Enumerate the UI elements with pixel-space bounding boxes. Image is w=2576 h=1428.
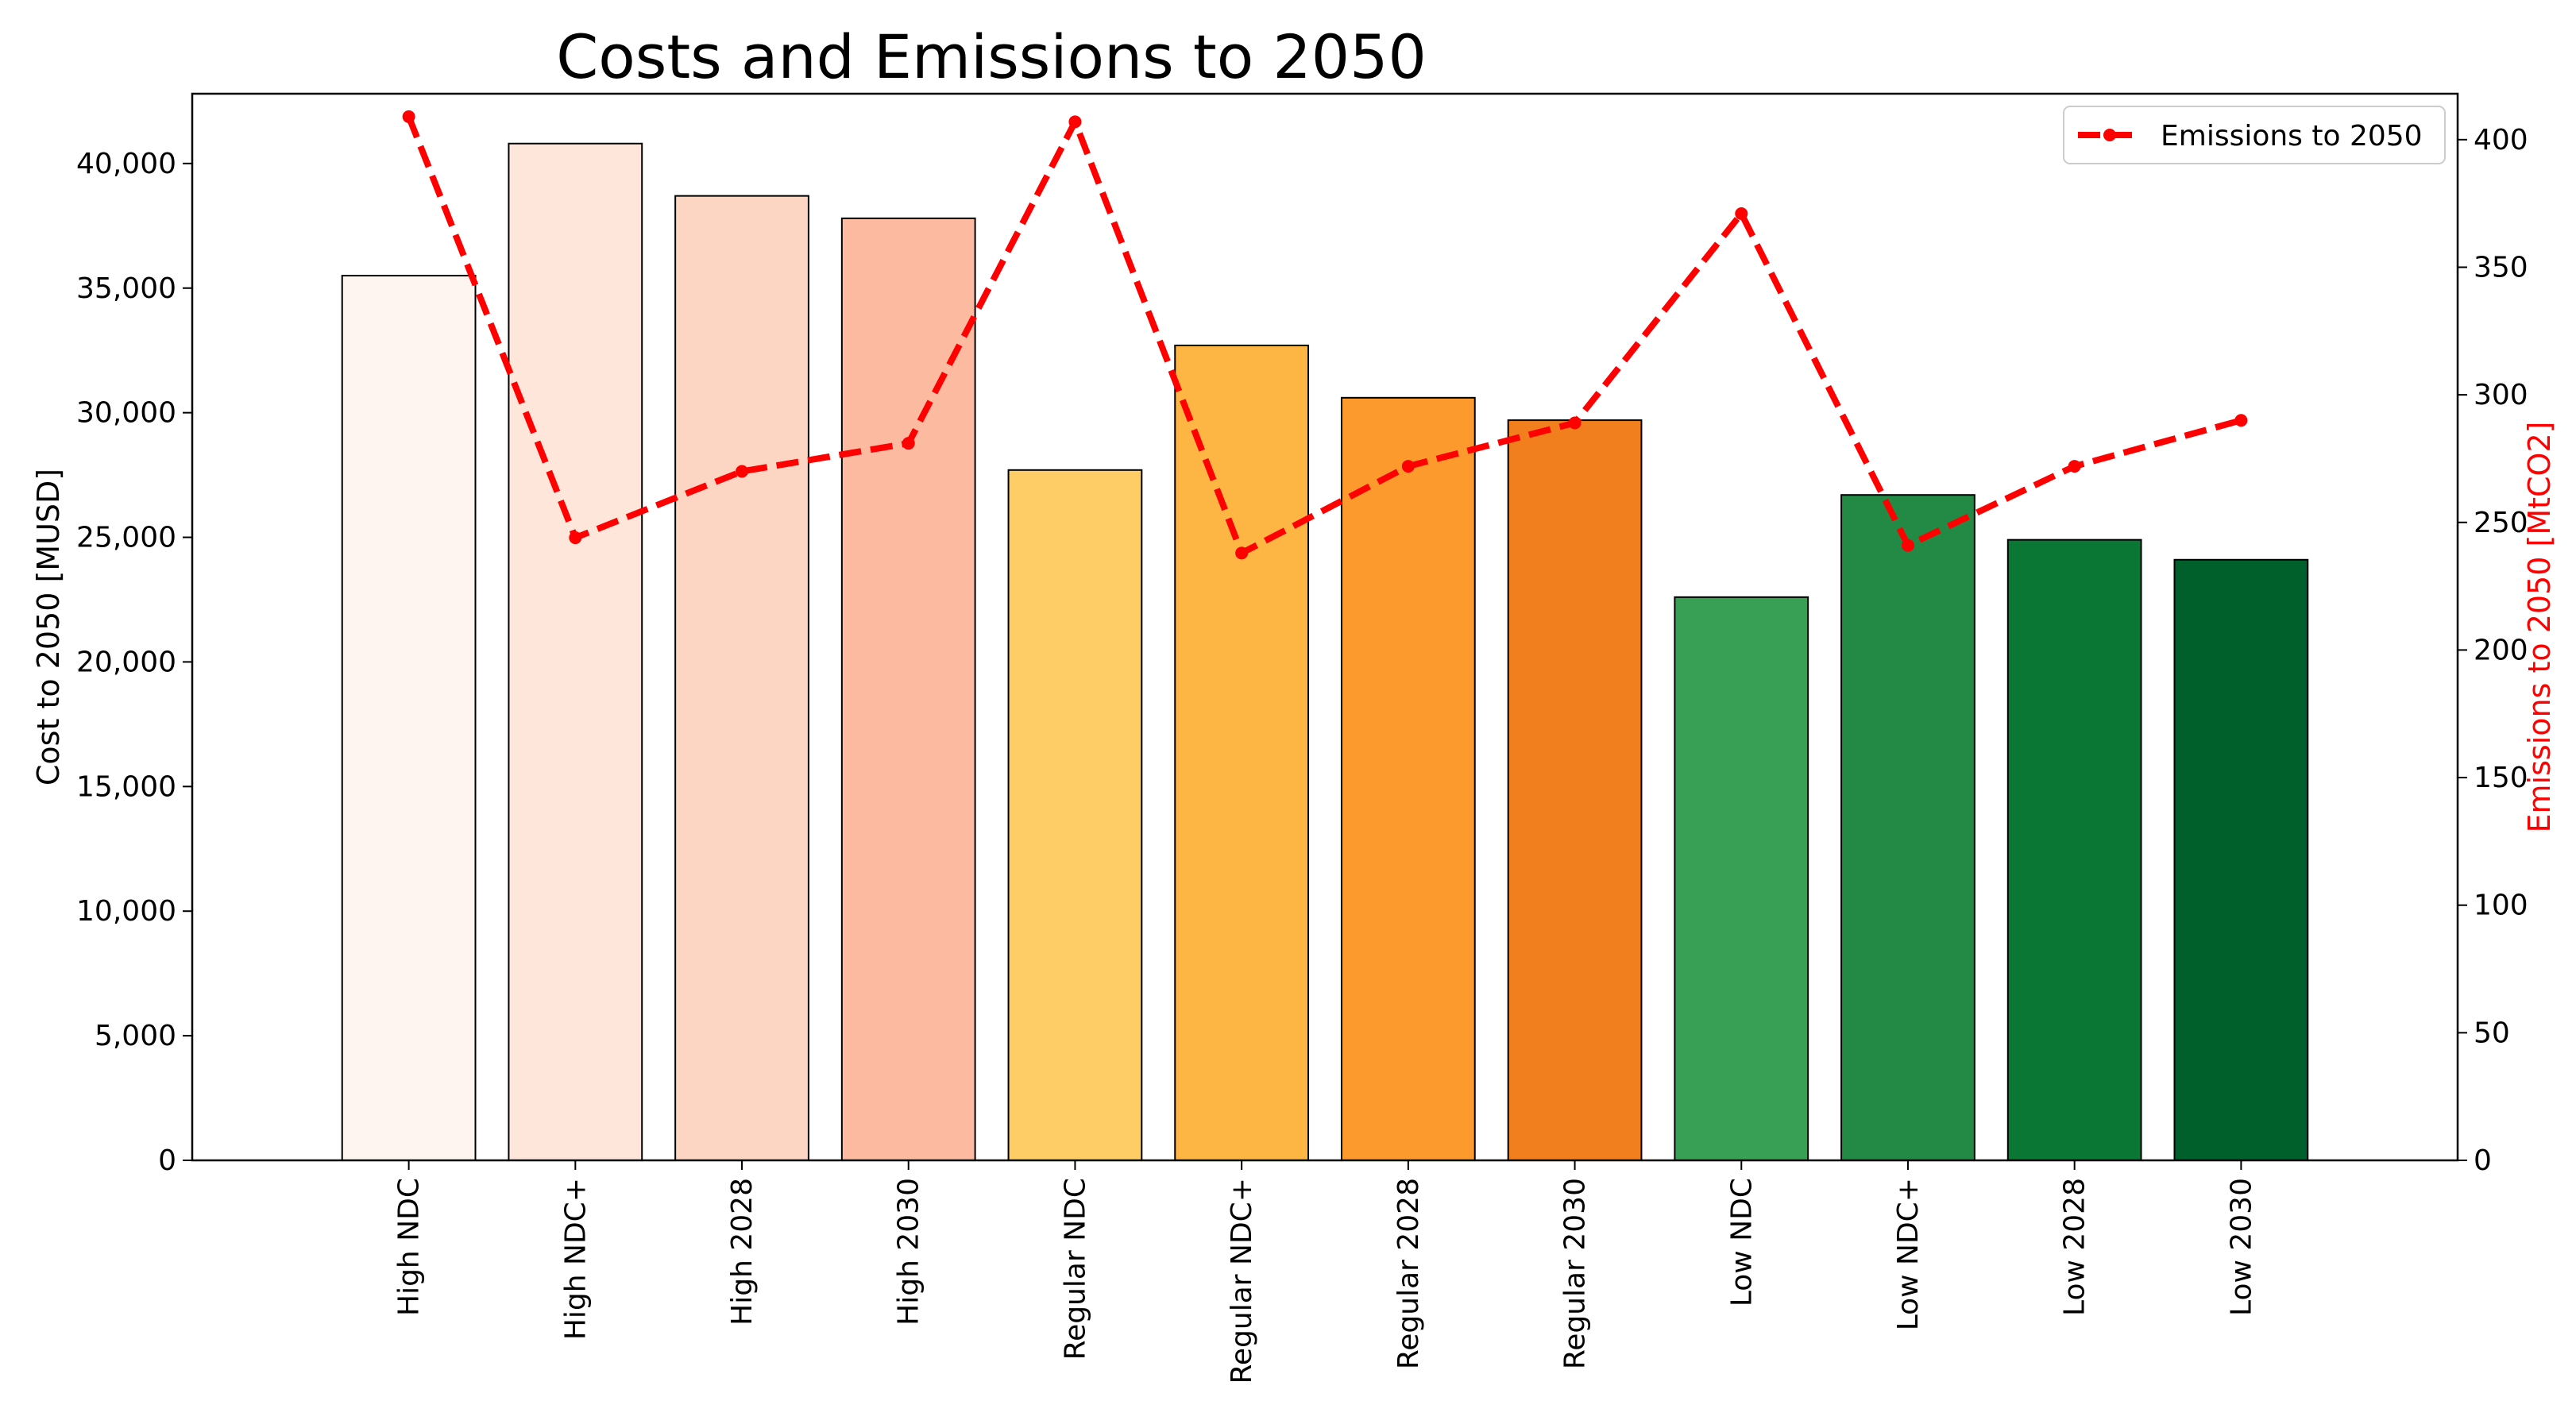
x-tick-label: Regular 2030: [1559, 1178, 1592, 1369]
bar-regular-ndc: [1007, 469, 1143, 1161]
emissions-point-7: [1401, 460, 1415, 473]
bar-high-ndc-plus: [508, 142, 643, 1161]
bar-low-2028: [2006, 538, 2142, 1161]
x-tick-label: Low 2030: [2225, 1178, 2257, 1316]
bar-regular-2030: [1507, 419, 1643, 1161]
y2-axis-title: Emissions to 2050 [MtCO2]: [2522, 422, 2557, 833]
x-tick-label: Regular 2028: [1392, 1178, 1425, 1369]
y2-tick-label: 150: [2474, 762, 2528, 794]
emissions-point-11: [2068, 460, 2081, 473]
chart-title: Costs and Emissions to 2050: [556, 21, 1427, 92]
emissions-point-9: [1735, 207, 1748, 221]
x-tick-label: High 2030: [893, 1178, 925, 1326]
emissions-point-4: [902, 437, 915, 450]
x-tick-label: Regular NDC+: [1226, 1178, 1258, 1384]
y2-tick-label: 200: [2474, 634, 2528, 666]
y-tick-label: 25,000: [76, 522, 176, 554]
x-tick-label: Low NDC: [1725, 1178, 1758, 1306]
y-tick-label: 15,000: [76, 770, 176, 803]
emissions-point-10: [1901, 538, 1914, 552]
y-tick-label: 35,000: [76, 272, 176, 305]
bar-low-2030: [2173, 558, 2309, 1161]
emissions-point-2: [569, 531, 582, 545]
bar-high-2028: [674, 195, 809, 1161]
plot-frame: [191, 92, 2459, 1162]
x-tick-label: High 2028: [726, 1178, 759, 1326]
emissions-point-8: [1568, 416, 1582, 430]
bar-high-2030: [840, 217, 976, 1161]
y-tick-label: 40,000: [76, 148, 176, 180]
bar-high-ndc: [341, 275, 477, 1161]
y2-tick-label: 400: [2474, 124, 2528, 156]
y2-tick-label: 100: [2474, 890, 2528, 922]
x-tick-label: Low 2028: [2059, 1178, 2091, 1316]
legend-marker: [2103, 129, 2116, 141]
y-tick-label: 0: [158, 1144, 176, 1177]
x-tick-label: Regular NDC: [1059, 1178, 1091, 1360]
y2-tick-label: 0: [2474, 1144, 2492, 1177]
y-tick-label: 10,000: [76, 895, 176, 928]
emissions-point-12: [2234, 414, 2248, 427]
legend-label: Emissions to 2050: [2161, 120, 2423, 152]
emissions-point-5: [1068, 115, 1082, 129]
bar-low-ndc: [1674, 596, 1809, 1161]
emissions-line: [405, 115, 2242, 557]
x-tick-label: Low NDC+: [1892, 1178, 1925, 1330]
emissions-point-6: [1235, 546, 1249, 560]
y-tick-label: 30,000: [76, 397, 176, 430]
y2-tick-label: 300: [2474, 379, 2528, 411]
y2-tick-label: 350: [2474, 251, 2528, 284]
legend-box: [2063, 106, 2446, 164]
emissions-point-1: [402, 110, 415, 123]
y-tick-label: 5,000: [95, 1020, 176, 1052]
x-tick-label: High NDC: [393, 1178, 426, 1316]
y2-tick-label: 50: [2474, 1017, 2510, 1049]
y-axis-title: Cost to 2050 [MUSD]: [31, 469, 66, 785]
y-tick-label: 20,000: [76, 646, 176, 678]
emissions-point-3: [736, 465, 749, 478]
bar-regular-2028: [1340, 396, 1476, 1161]
bar-regular-ndc-plus: [1174, 344, 1310, 1161]
bar-low-ndc-plus: [1840, 494, 1975, 1161]
y2-tick-label: 250: [2474, 507, 2528, 539]
x-tick-label: High NDC+: [559, 1178, 592, 1340]
